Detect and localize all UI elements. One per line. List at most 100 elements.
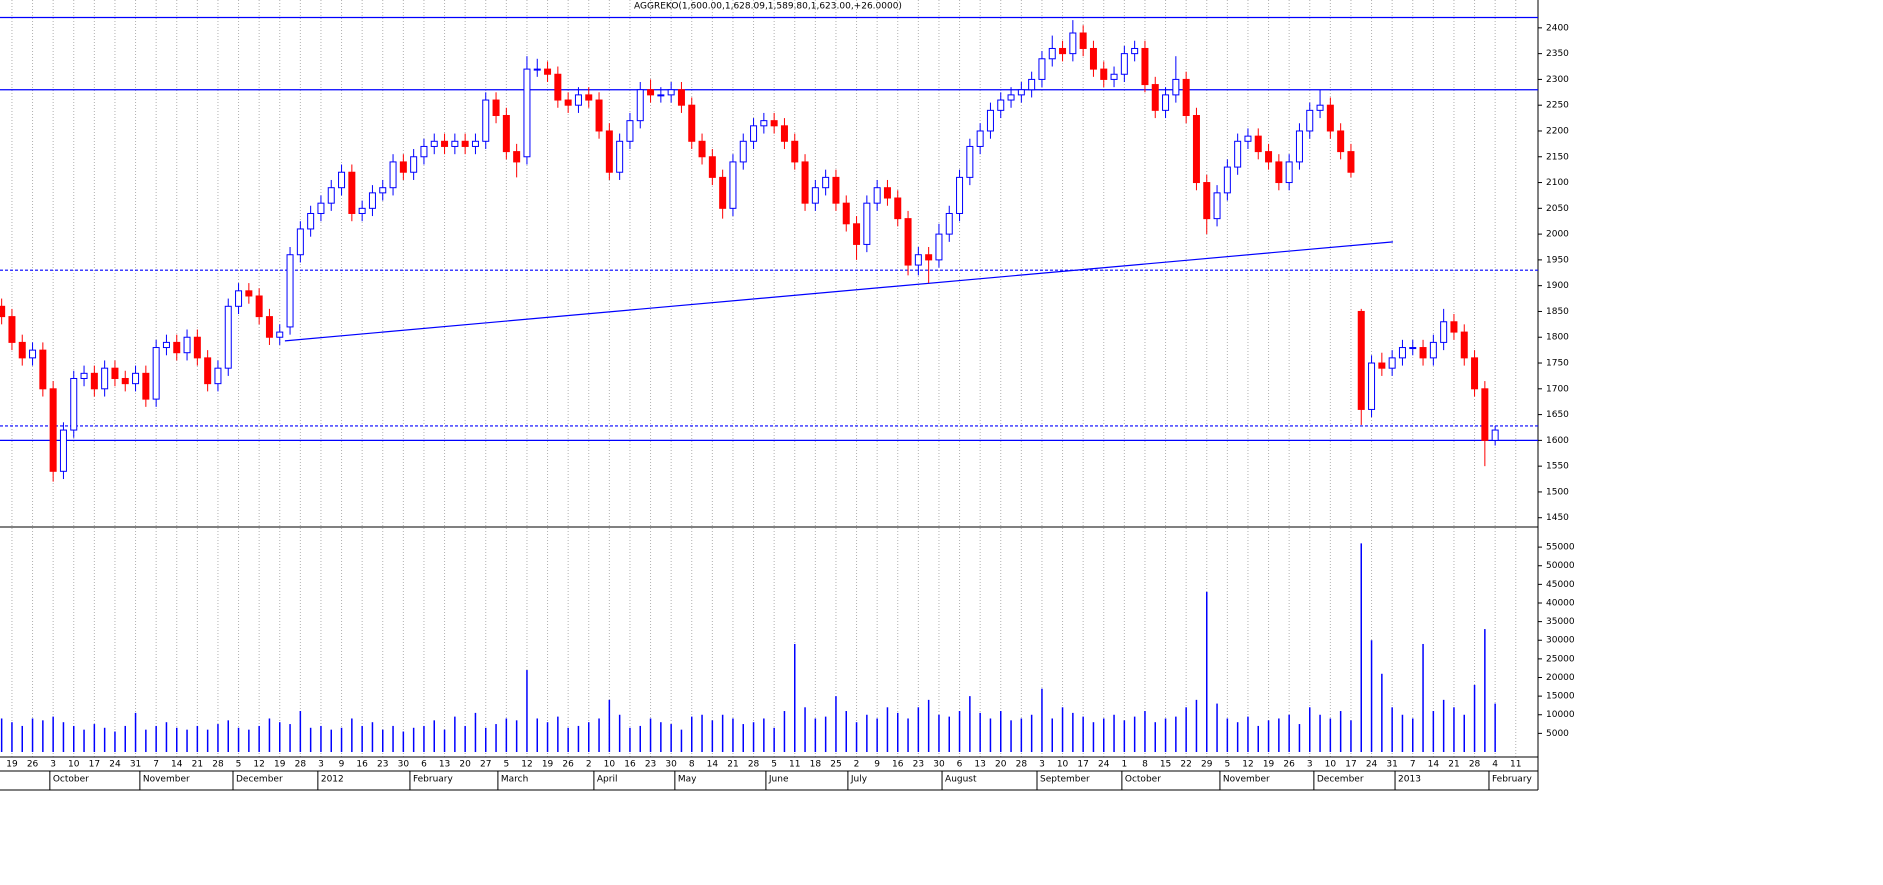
candle-body	[1337, 130, 1345, 153]
candle-body	[1460, 331, 1468, 359]
candle-body	[162, 341, 170, 349]
x-tick-label: 9	[874, 760, 880, 770]
candle-body	[935, 233, 943, 261]
candle-body	[1275, 161, 1283, 184]
candle-body	[1440, 321, 1448, 343]
candle-body	[791, 140, 799, 163]
y-tick-label: 1850	[1546, 307, 1569, 317]
x-tick-label: 14	[1428, 760, 1440, 770]
candle-body	[719, 176, 727, 209]
volume-tick-label: 25000	[1546, 654, 1575, 664]
x-tick-label: 15	[1160, 760, 1171, 770]
candle-body	[152, 347, 160, 400]
y-tick-label: 2000	[1546, 230, 1569, 240]
candle-body	[708, 156, 716, 178]
candle-body	[863, 202, 871, 245]
candle-body	[18, 341, 26, 359]
candle-body	[1192, 115, 1200, 184]
candle-body	[482, 99, 490, 142]
candle-body	[461, 140, 469, 147]
candle-body	[657, 94, 665, 97]
volume-tick-label: 40000	[1546, 598, 1575, 608]
y-tick-label: 1700	[1546, 384, 1569, 394]
candle-body	[1048, 47, 1056, 60]
candle-body	[564, 99, 572, 106]
candle-body	[523, 68, 531, 158]
month-label: November	[1223, 775, 1270, 785]
candle-body	[0, 305, 6, 318]
candle-body	[1110, 73, 1118, 80]
candle-body	[368, 192, 376, 209]
candle-body	[1069, 32, 1077, 55]
volume-tick-label: 10000	[1546, 710, 1575, 720]
candle-body	[1306, 109, 1314, 132]
month-label: December	[1317, 775, 1364, 785]
x-tick-label: 4	[1492, 760, 1498, 770]
candle-body	[544, 68, 552, 75]
candle-body	[585, 94, 593, 101]
candle-body	[832, 176, 840, 204]
y-tick-label: 2300	[1546, 75, 1569, 85]
month-label: February	[413, 775, 454, 785]
candle-body	[1357, 310, 1365, 410]
x-tick-label: 24	[1098, 760, 1110, 770]
x-tick-label: 10	[1057, 760, 1069, 770]
candle-body	[173, 341, 181, 354]
candle-body	[698, 140, 706, 158]
x-tick-label: 28	[212, 760, 224, 770]
candle-body	[1265, 151, 1273, 163]
volume-tick-label: 20000	[1546, 673, 1575, 683]
x-tick-label: 30	[398, 760, 410, 770]
x-tick-label: 23	[913, 760, 924, 770]
candle-body	[677, 89, 685, 106]
x-tick-label: 12	[1242, 760, 1253, 770]
candle-body	[574, 94, 582, 106]
candle-body	[801, 161, 809, 204]
candle-body	[327, 187, 335, 204]
candle-body	[1172, 78, 1180, 96]
candle-body	[245, 290, 253, 297]
candle-body	[883, 187, 891, 199]
x-tick-label: 28	[1469, 760, 1481, 770]
candle-body	[1471, 357, 1479, 390]
x-tick-label: 3	[1307, 760, 1313, 770]
candle-body	[986, 109, 994, 132]
candle-body	[80, 372, 88, 379]
candle-body	[595, 99, 603, 132]
candle-body	[204, 357, 212, 385]
candle-body	[39, 349, 47, 390]
month-label: October	[1125, 775, 1161, 785]
x-tick-label: 3	[318, 760, 324, 770]
candle-body	[1162, 94, 1170, 111]
candle-body	[513, 151, 521, 163]
candle-body	[1182, 78, 1190, 117]
x-tick-label: 5	[771, 760, 777, 770]
candle-body	[853, 223, 861, 245]
candle-body	[1429, 341, 1437, 359]
candle-body	[914, 254, 922, 266]
volume-tick-label: 15000	[1546, 692, 1575, 702]
x-tick-label: 16	[356, 760, 368, 770]
candle-body	[1450, 321, 1458, 333]
month-label: June	[768, 775, 789, 785]
y-tick-label: 1950	[1546, 255, 1569, 265]
candle-body	[997, 99, 1005, 111]
candle-body	[338, 171, 346, 189]
x-tick-label: 28	[748, 760, 760, 770]
candle-body	[750, 125, 758, 142]
candle-body	[688, 104, 696, 142]
month-label: March	[501, 775, 528, 785]
candle-body	[224, 305, 232, 369]
x-tick-label: 13	[974, 760, 985, 770]
x-tick-label: 5	[503, 760, 509, 770]
x-tick-label: 17	[1345, 760, 1356, 770]
candle-body	[1347, 151, 1355, 173]
x-tick-label: 30	[933, 760, 945, 770]
x-tick-label: 14	[707, 760, 719, 770]
candle-body	[1234, 140, 1242, 168]
x-tick-label: 27	[480, 760, 491, 770]
candle-body	[811, 187, 819, 204]
y-tick-label: 1650	[1546, 410, 1569, 420]
candle-body	[1419, 347, 1427, 359]
candle-body	[214, 367, 222, 385]
